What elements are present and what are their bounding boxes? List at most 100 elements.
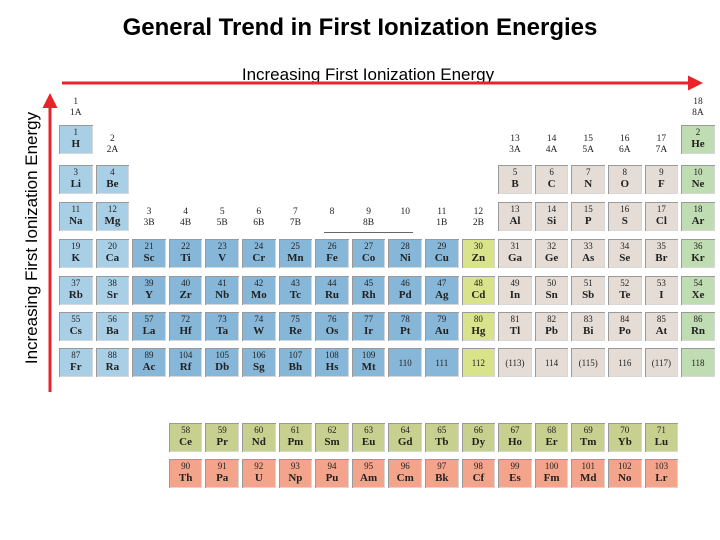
atomic-number: 114: [545, 358, 559, 368]
atomic-number: 70: [620, 425, 630, 435]
atomic-number: 83: [583, 314, 593, 324]
element-cell: 65 Tb: [424, 422, 460, 453]
group-cas-label: 1A: [69, 108, 82, 118]
element-symbol: Bi: [582, 325, 594, 337]
group-label: 8: [314, 207, 350, 218]
element-cell: 26 Fe: [314, 238, 350, 269]
element-symbol: Se: [619, 252, 631, 264]
group-number: 14: [546, 134, 557, 144]
element-symbol: Mn: [287, 252, 304, 264]
element-cell: 60 Nd: [241, 422, 277, 453]
group-label: 3 3B: [131, 207, 167, 229]
element-cell: 69 Tm: [570, 422, 606, 453]
atomic-number: 22: [181, 241, 191, 251]
element-cell: 98 Cf: [460, 458, 497, 489]
element-cell: 24 Cr: [241, 238, 277, 269]
group-number: 15: [583, 134, 593, 144]
element-cell: 109 Mt: [350, 347, 387, 378]
group-label: 10: [387, 207, 423, 218]
element-cell: 96 Cm: [387, 458, 423, 489]
element-cell: 42 Mo: [241, 275, 277, 306]
element-cell: 88 Ra: [94, 347, 131, 378]
atomic-number: 50: [547, 278, 557, 288]
atomic-number: 4: [110, 167, 115, 177]
atomic-number: 27: [364, 241, 374, 251]
atomic-number: 10: [693, 167, 703, 177]
atomic-number: (117): [651, 358, 671, 368]
atomic-number: 14: [547, 204, 557, 214]
element-symbol: Lr: [655, 472, 668, 484]
element-symbol: Ge: [544, 252, 559, 264]
group-cas-label: 2B: [472, 218, 484, 228]
element-cell: 68 Er: [533, 422, 570, 453]
element-cell: 111: [424, 347, 460, 378]
atomic-number: 56: [107, 314, 117, 324]
element-cell: 99 Es: [497, 458, 533, 489]
element-symbol: Rh: [361, 289, 376, 301]
atomic-number: 63: [364, 425, 374, 435]
element-symbol: C: [547, 178, 556, 190]
element-symbol: Ra: [105, 361, 120, 373]
element-cell: (115): [570, 347, 606, 378]
element-symbol: Cl: [655, 215, 667, 227]
element-symbol: W: [253, 325, 265, 337]
element-cell: 40 Zr: [167, 275, 204, 306]
atomic-number: 29: [437, 241, 447, 251]
element-symbol: H: [71, 138, 81, 150]
element-cell: 49 In: [497, 275, 533, 306]
group-cas-label: 7A: [655, 145, 668, 155]
element-cell: 100 Fm: [533, 458, 570, 489]
element-cell: 89 Ac: [131, 347, 167, 378]
element-cell: 84 Po: [607, 311, 643, 342]
atomic-number: 7: [585, 167, 591, 177]
element-cell: 16 S: [607, 201, 643, 232]
atomic-number: 16: [620, 204, 630, 214]
element-cell: 75 Re: [277, 311, 314, 342]
element-symbol: Ir: [364, 325, 374, 337]
atomic-number: 85: [656, 314, 666, 324]
atomic-number: 15: [583, 204, 593, 214]
element-symbol: Gd: [397, 436, 413, 448]
element-symbol: Fr: [69, 361, 82, 373]
element-cell: 94 Pu: [314, 458, 350, 489]
element-symbol: Am: [360, 472, 378, 484]
element-cell: 86 Rn: [680, 311, 716, 342]
atomic-number: 65: [437, 425, 447, 435]
element-cell: 82 Pb: [533, 311, 570, 342]
element-cell: 63 Eu: [350, 422, 387, 453]
element-cell: 87 Fr: [58, 347, 94, 378]
element-symbol: Rb: [68, 289, 83, 301]
group-label: 2 2A: [95, 134, 131, 156]
element-symbol: Te: [619, 289, 631, 301]
atomic-number: 26: [327, 241, 337, 251]
group-cas-label: 1B: [436, 218, 448, 228]
element-cell: 116: [607, 347, 643, 378]
element-symbol: Kr: [691, 252, 705, 264]
atomic-number: 89: [144, 350, 154, 360]
element-cell: 15 P: [570, 201, 606, 232]
element-symbol: B: [511, 178, 519, 190]
element-cell: 107 Bh: [277, 347, 314, 378]
atomic-number: 78: [400, 314, 410, 324]
element-symbol: Ag: [435, 289, 449, 301]
group-8b-bracket: [324, 232, 414, 233]
element-symbol: Cf: [472, 472, 485, 484]
element-symbol: Sb: [582, 289, 595, 301]
atomic-number: 108: [325, 350, 339, 360]
atomic-number: 62: [327, 425, 337, 435]
element-cell: 90 Th: [167, 458, 204, 489]
atomic-number: 67: [510, 425, 520, 435]
atomic-number: 51: [583, 278, 593, 288]
atomic-number: 36: [693, 241, 703, 251]
element-cell: 71 Lu: [643, 422, 680, 453]
element-symbol: Re: [288, 325, 302, 337]
group-number: 8: [329, 207, 335, 217]
element-symbol: Po: [618, 325, 631, 337]
element-cell: 95 Am: [350, 458, 387, 489]
element-symbol: Ne: [691, 178, 705, 190]
group-number: 18: [693, 97, 703, 107]
element-symbol: Cr: [252, 252, 266, 264]
element-symbol: I: [659, 289, 664, 301]
